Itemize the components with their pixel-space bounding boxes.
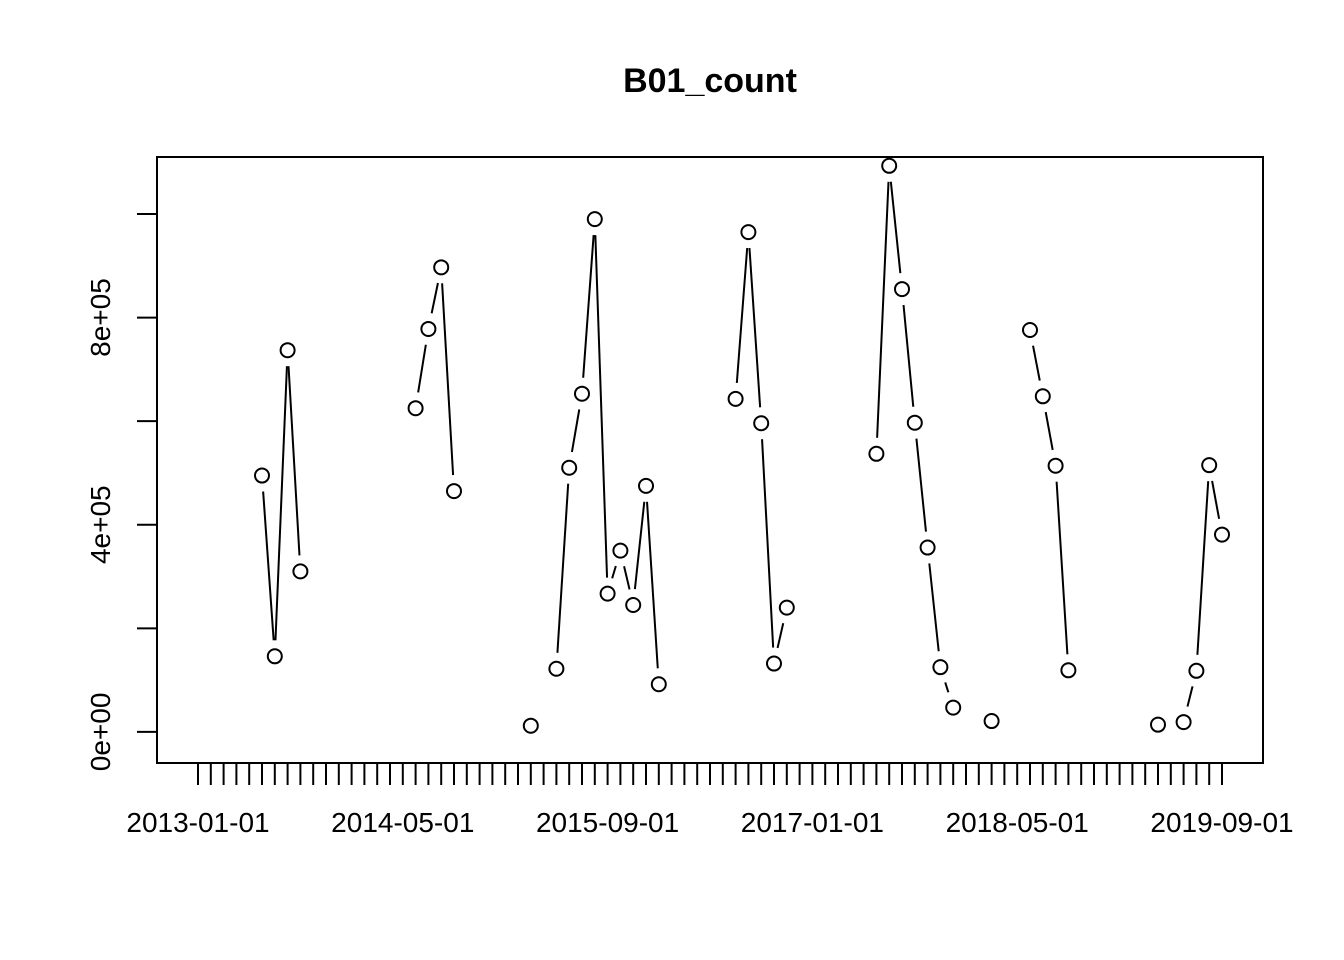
data-point [407, 400, 424, 417]
data-point [650, 676, 667, 693]
series-segment [556, 483, 570, 653]
data-point [868, 445, 885, 462]
series-segment [776, 622, 785, 649]
data-point [420, 320, 437, 337]
data-point [586, 211, 603, 228]
series-segment [417, 344, 427, 393]
series-segment [594, 235, 609, 578]
data-point [881, 157, 898, 174]
data-point [1175, 714, 1192, 731]
x-tick-label: 2019-09-01 [1150, 807, 1293, 838]
series-segment [1186, 686, 1194, 707]
data-point [1034, 388, 1051, 405]
series-segment [287, 366, 301, 556]
series-segment [761, 439, 775, 648]
series-segment [915, 438, 927, 532]
data-point [778, 599, 795, 616]
data-point [254, 467, 270, 484]
series-segment [748, 247, 762, 408]
data-point [574, 385, 590, 402]
data-point [266, 648, 283, 665]
series-segment [889, 181, 902, 274]
data-point [548, 660, 565, 677]
data-point [638, 477, 654, 494]
x-axis: 2013-01-01 2014-05-01 2015-09-01 2017-01-01… [126, 762, 1294, 838]
series-segment [430, 282, 439, 314]
series-points [254, 157, 1230, 734]
data-point [1214, 526, 1230, 543]
series-segment [582, 235, 595, 378]
series-segment [902, 304, 915, 407]
series-segment [441, 283, 455, 476]
data-point [945, 699, 962, 716]
data-point [625, 597, 642, 614]
data-point [292, 563, 309, 580]
series-segment [633, 501, 646, 590]
data-point [740, 224, 757, 241]
y-tick-label: 8e+05 [85, 278, 116, 357]
series-segment [735, 247, 749, 384]
series-segment [262, 491, 275, 641]
data-point [433, 259, 450, 276]
x-tick-label: 2014-05-01 [331, 807, 474, 838]
plot-frame [156, 156, 1264, 764]
data-point [894, 281, 910, 298]
chart-title: B01_count [623, 62, 797, 100]
data-point [1188, 662, 1205, 679]
data-point [1022, 321, 1038, 338]
series-segment [944, 682, 950, 693]
data-point [1060, 662, 1077, 679]
y-tick-label: 4e+05 [85, 485, 116, 564]
series-segment [274, 366, 288, 641]
series-segment [1055, 481, 1069, 655]
data-point [561, 459, 578, 476]
x-tick-label: 2013-01-01 [126, 807, 269, 838]
series-lines [262, 181, 1221, 707]
data-point [1150, 716, 1166, 733]
data-point [446, 483, 462, 500]
data-point [753, 415, 770, 432]
data-point [919, 539, 936, 556]
series-segment [623, 565, 631, 590]
series-segment [1196, 481, 1210, 655]
series-segment [570, 409, 581, 453]
data-point [727, 390, 744, 407]
data-point [983, 713, 1000, 730]
series-segment [646, 501, 659, 669]
data-point [599, 585, 616, 602]
data-point [1047, 457, 1064, 474]
x-tick-label: 2015-09-01 [536, 807, 679, 838]
data-point [612, 542, 629, 559]
series-segment [1044, 411, 1054, 451]
x-tick-label: 2018-05-01 [946, 807, 1089, 838]
y-tick-label: 0e+00 [85, 693, 116, 772]
data-point [279, 342, 296, 359]
series-segment [1032, 345, 1041, 381]
y-axis: 0e+00 4e+05 8e+05 [85, 212, 158, 772]
data-point [932, 659, 949, 676]
data-point [766, 655, 782, 672]
data-point [522, 717, 539, 734]
data-point [906, 414, 923, 431]
x-tick-label: 2017-01-01 [741, 807, 884, 838]
data-point [1201, 457, 1218, 474]
series-segment [876, 181, 890, 438]
series-segment [1211, 480, 1221, 520]
series-segment [928, 563, 940, 652]
series-segment [611, 565, 617, 579]
